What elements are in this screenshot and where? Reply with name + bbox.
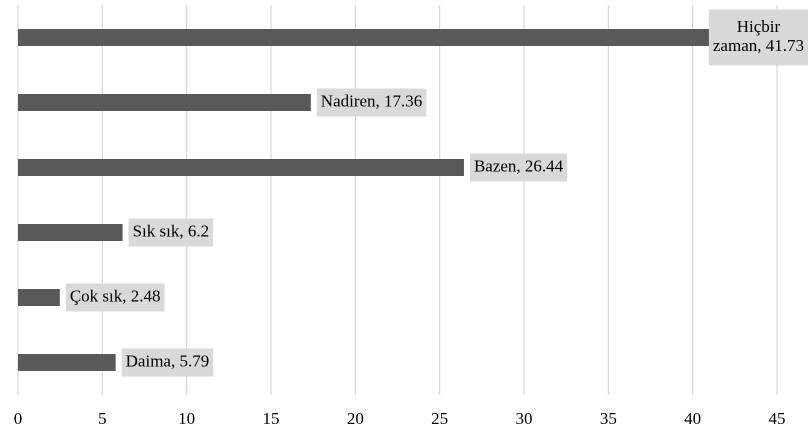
x-tick-label: 10 <box>178 409 195 428</box>
x-tick-label: 15 <box>263 409 280 428</box>
data-label-text: Sık sık, 6.2 <box>133 221 210 240</box>
x-tick-label: 20 <box>347 409 364 428</box>
x-tick-label: 25 <box>431 409 448 428</box>
data-label-box <box>121 348 214 377</box>
data-label-box <box>316 88 427 117</box>
data-label: Bazen, 26.44 <box>469 153 568 182</box>
x-tick-label: 45 <box>769 409 786 428</box>
data-label-box <box>128 218 214 247</box>
data-label: Çok sık, 2.48 <box>65 283 165 312</box>
bar <box>18 159 464 176</box>
x-tick-label: 30 <box>516 409 533 428</box>
bar <box>18 289 60 306</box>
data-label-line: Hiçbir <box>737 17 781 36</box>
data-label-line: zaman, 41.73 <box>713 36 804 55</box>
data-label: Sık sık, 6.2 <box>128 218 214 247</box>
data-label-box <box>469 153 568 182</box>
data-label: Nadiren, 17.36 <box>316 88 427 117</box>
data-label: Hiçbir zaman, 41.73 <box>708 9 808 66</box>
x-tick-label: 35 <box>600 409 617 428</box>
data-label: Daima, 5.79 <box>121 348 214 377</box>
bar <box>18 354 116 371</box>
bar <box>18 94 311 111</box>
x-tick-label: 0 <box>14 409 23 428</box>
data-label-text: Bazen, 26.44 <box>474 156 564 175</box>
data-label-box <box>708 9 808 66</box>
data-label-box <box>65 283 165 312</box>
data-label-text: Daima, 5.79 <box>126 351 210 370</box>
data-label-text: Çok sık, 2.48 <box>70 286 161 305</box>
x-tick-label: 40 <box>684 409 701 428</box>
bar <box>18 224 123 241</box>
data-label-text: Hiçbir zaman, 41.73 <box>713 17 804 55</box>
x-tick-label: 5 <box>98 409 107 428</box>
data-label-text: Nadiren, 17.36 <box>321 91 423 110</box>
bar <box>18 29 722 46</box>
